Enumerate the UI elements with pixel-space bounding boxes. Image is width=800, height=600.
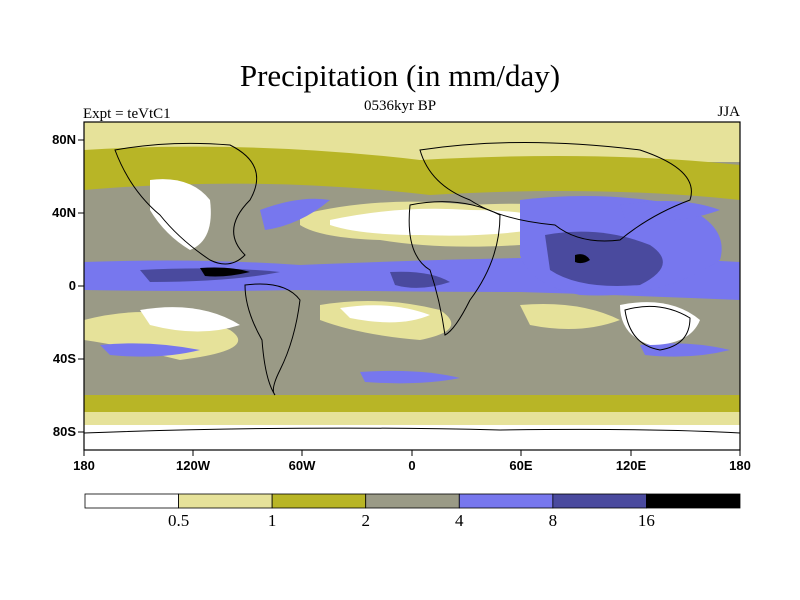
season-label: JJA bbox=[717, 104, 740, 120]
axis-ticks bbox=[78, 139, 741, 456]
colorbar-label: 0.5 bbox=[167, 511, 190, 530]
lat-label-0: 0 bbox=[68, 278, 76, 293]
colorbar-swatch bbox=[271, 493, 367, 509]
lon-label-180w: 180 bbox=[73, 458, 95, 473]
colorbar-swatch bbox=[84, 493, 179, 509]
colorbar-label: 1 bbox=[267, 511, 277, 530]
lat-label-80s: 80S bbox=[52, 424, 76, 439]
lon-label-120w: 120W bbox=[176, 458, 210, 473]
lat-label-40n: 40N bbox=[52, 205, 76, 220]
map-title: Precipitation (in mm/day) bbox=[239, 58, 561, 93]
colorbar-label: 8 bbox=[548, 511, 558, 530]
colorbar-label: 2 bbox=[361, 511, 370, 530]
lat-label-80n: 80N bbox=[52, 132, 76, 147]
colorbar-swatch bbox=[646, 493, 741, 509]
lon-label-120e: 120E bbox=[615, 458, 647, 473]
colorbar bbox=[84, 493, 741, 509]
colorbar-label: 16 bbox=[637, 511, 655, 530]
colorbar-swatch bbox=[552, 493, 647, 509]
map-subtitle: 0536kyr BP bbox=[363, 98, 437, 114]
colorbar-swatch bbox=[178, 493, 273, 509]
colorbar-swatch bbox=[458, 493, 554, 509]
lat-label-40s: 40S bbox=[52, 351, 76, 366]
experiment-label: Expt = teVtC1 bbox=[83, 106, 171, 122]
colorbar-label: 4 bbox=[455, 511, 464, 530]
lon-label-60w: 60W bbox=[288, 458, 316, 473]
colorbar-swatch bbox=[365, 493, 460, 509]
lon-label-0: 0 bbox=[408, 458, 416, 473]
lon-label-60e: 60E bbox=[509, 458, 533, 473]
precipitation-field bbox=[84, 122, 740, 450]
lon-label-180e: 180 bbox=[729, 458, 751, 473]
coastlines bbox=[84, 142, 740, 434]
